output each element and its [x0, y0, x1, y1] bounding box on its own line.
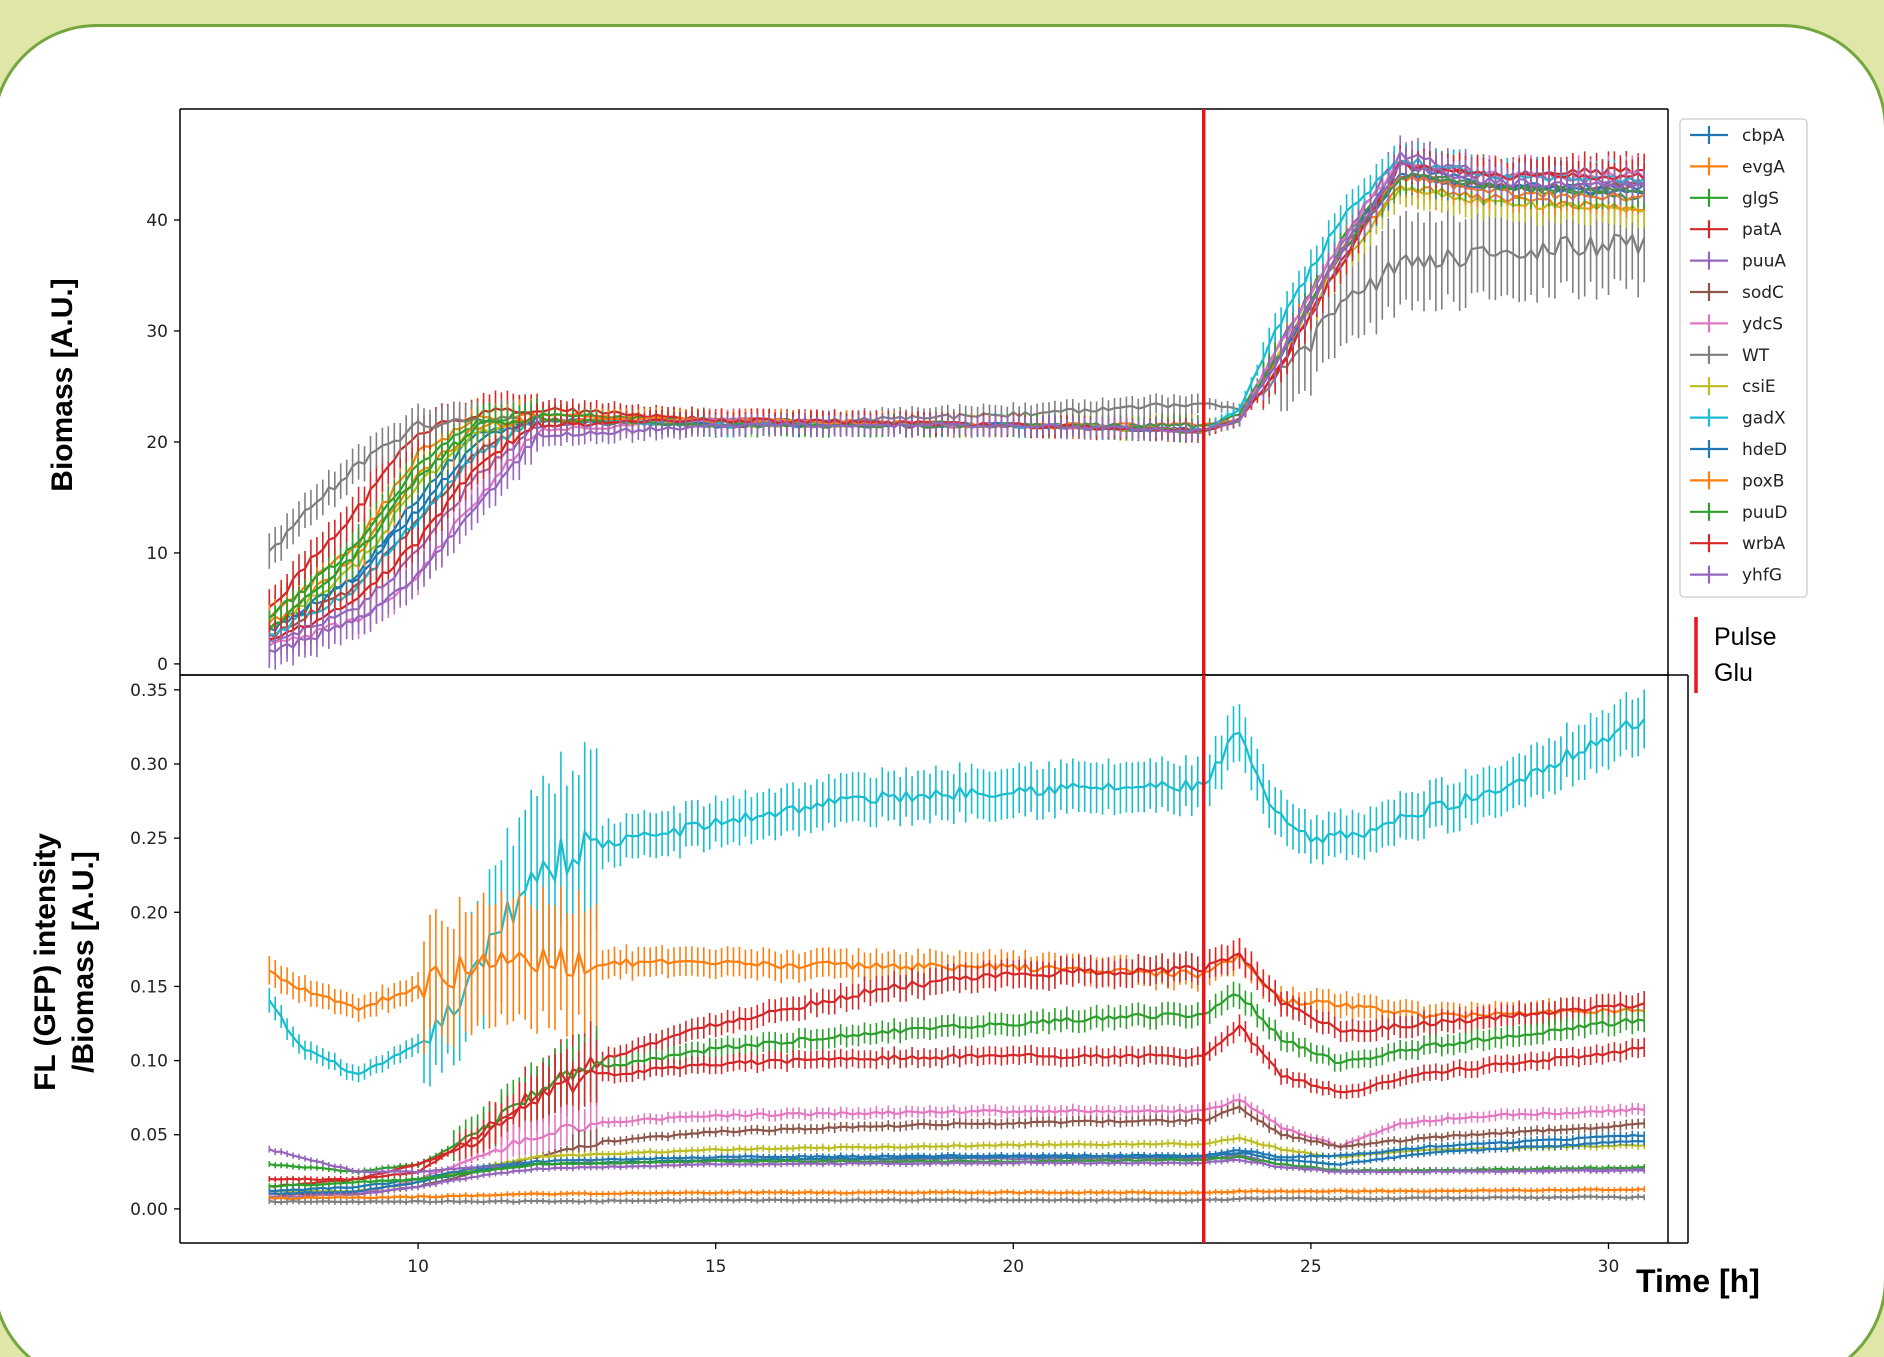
panel-top-series-puuD-line	[268, 171, 1645, 630]
panel-top-series-group	[268, 135, 1646, 670]
pulse-legend-line2: Glu	[1714, 659, 1753, 687]
top-ylabel: Biomass [A.U.]	[46, 278, 79, 491]
panel-top-series-evgA-line	[268, 184, 1645, 620]
bottom-ylabel-line1: FL (GFP) intensity	[29, 833, 62, 1091]
bottom-ylabel-line2: /Biomass [A.U.]	[67, 851, 100, 1073]
panel-top-series-csiE-line	[268, 186, 1645, 630]
panel-top-ytick-label: 30	[146, 322, 168, 342]
panel-bottom-series-group	[268, 689, 1646, 1206]
panel-top-series-poxB-line	[268, 174, 1645, 624]
panel-bottom-series-glgS-line	[269, 993, 1645, 1174]
x-axis-label: Time [h]	[1636, 1263, 1760, 1299]
panel-bottom-series-evgA-line	[268, 944, 1645, 1020]
panel-top-series-WT-line	[268, 232, 1646, 552]
panel-top-ytick-label: 20	[146, 433, 168, 453]
panel-top-series-gadX-line	[269, 156, 1645, 636]
panel-top-ytick-label: 40	[146, 211, 168, 231]
panel-top-series-sodC-line	[268, 173, 1645, 639]
pulse-legend-line1: Pulse	[1714, 623, 1777, 651]
panel-top-series-yhfG-line	[268, 161, 1645, 654]
panel-bottom-series-gadX-line	[268, 718, 1646, 1076]
panel-top-ytick-label: 0	[157, 655, 168, 675]
panel-top-series-cbpA-line	[268, 159, 1645, 631]
panel-top-series-hdeD-line	[268, 172, 1645, 632]
plot-layer: 0102030400.000.050.100.150.200.250.300.3…	[130, 108, 1808, 1277]
panel-top-series-puuA-line	[268, 150, 1645, 644]
figure-card	[0, 24, 1884, 1357]
panel-top-series-ydcS-line	[268, 157, 1646, 647]
panel-top-series-glgS-line	[268, 173, 1645, 620]
panel-top-ytick-label: 10	[146, 544, 168, 564]
panel-top-series-patA-line	[268, 159, 1645, 608]
panel-top-series-wrbA-line	[269, 160, 1645, 641]
panel-bottom-series-ydcS-line	[269, 1098, 1645, 1196]
panel-bottom-series-wrbA-line	[269, 1023, 1645, 1189]
